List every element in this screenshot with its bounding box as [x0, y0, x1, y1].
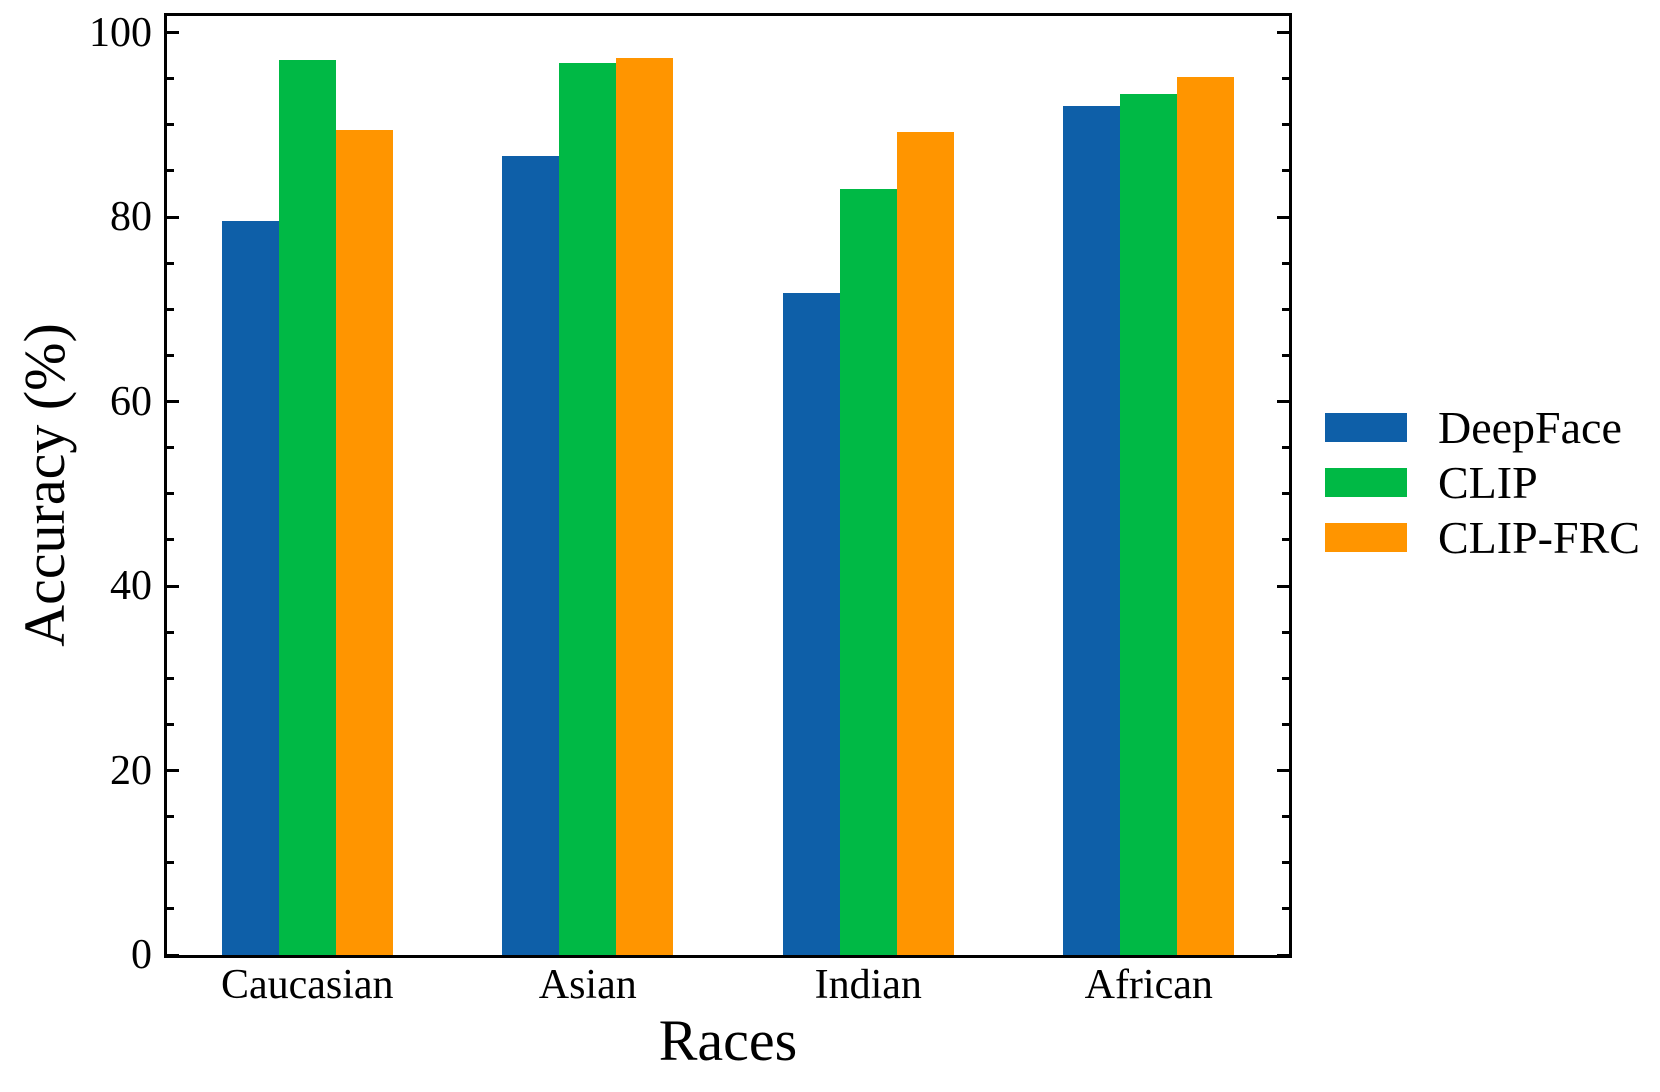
bar-clip-frc-indian [896, 132, 954, 955]
y-minor-tick [167, 169, 174, 173]
y-minor-tick [1282, 446, 1289, 450]
x-tick-label-asian: Asian [538, 962, 637, 1008]
bar-deepface-caucasian [221, 220, 279, 955]
y-major-tick [167, 31, 179, 35]
y-minor-tick [167, 676, 174, 680]
y-minor-tick [167, 77, 174, 81]
legend-swatch-deepface [1325, 413, 1407, 442]
y-minor-tick [167, 861, 174, 865]
y-major-tick [1277, 400, 1289, 404]
y-minor-tick [1282, 353, 1289, 357]
y-minor-tick [167, 722, 174, 726]
legend-label-deepface: DeepFace [1438, 401, 1622, 453]
bar-clip-frc-caucasian [335, 130, 393, 955]
y-minor-tick [167, 261, 174, 265]
legend-row-clip: CLIP [1325, 459, 1640, 505]
y-axis-label: Accuracy (%) [12, 323, 77, 647]
y-tick-label-20: 20 [110, 747, 152, 794]
y-minor-tick [1282, 538, 1289, 542]
y-minor-tick [167, 630, 174, 634]
bar-deepface-indian [782, 292, 840, 955]
x-tick-label-caucasian: Caucasian [220, 962, 394, 1008]
legend-row-clip-frc: CLIP-FRC [1325, 514, 1640, 560]
y-minor-tick [1282, 169, 1289, 173]
y-minor-tick [1282, 261, 1289, 265]
bar-clip-african [1120, 94, 1178, 955]
y-minor-tick [167, 123, 174, 127]
x-axis-label: Races [658, 1008, 798, 1073]
y-minor-tick [1282, 307, 1289, 311]
y-tick-label-0: 0 [131, 932, 152, 978]
y-minor-tick [1282, 630, 1289, 634]
y-major-tick [167, 953, 179, 957]
y-tick-label-40: 40 [110, 563, 152, 610]
y-minor-tick [167, 446, 174, 450]
y-minor-tick [1282, 123, 1289, 127]
y-minor-tick [167, 492, 174, 496]
y-minor-tick [1282, 907, 1289, 911]
x-tick-label-indian: Indian [814, 962, 922, 1008]
y-major-tick [1277, 953, 1289, 957]
legend-swatch-clip-frc [1325, 523, 1407, 552]
y-major-tick [167, 215, 179, 219]
bar-clip-frc-african [1177, 76, 1235, 955]
y-minor-tick [1282, 722, 1289, 726]
y-major-tick [1277, 215, 1289, 219]
bar-clip-indian [839, 188, 897, 955]
y-minor-tick [1282, 492, 1289, 496]
legend: DeepFace CLIP CLIP-FRC [1325, 404, 1640, 578]
legend-label-clip-frc: CLIP-FRC [1438, 511, 1640, 563]
y-major-tick [167, 769, 179, 773]
bar-clip-caucasian [278, 60, 336, 955]
y-minor-tick [167, 538, 174, 542]
y-minor-tick [1282, 815, 1289, 819]
bar-deepface-african [1063, 106, 1121, 955]
y-minor-tick [167, 907, 174, 911]
plot-area [164, 13, 1292, 958]
y-minor-tick [1282, 676, 1289, 680]
y-minor-tick [1282, 861, 1289, 865]
legend-row-deepface: DeepFace [1325, 404, 1640, 450]
bar-deepface-asian [502, 156, 560, 955]
y-major-tick [167, 584, 179, 588]
y-minor-tick [167, 353, 174, 357]
legend-label-clip: CLIP [1438, 456, 1538, 508]
y-tick-label-100: 100 [89, 9, 152, 56]
y-major-tick [167, 400, 179, 404]
y-tick-label-80: 80 [110, 194, 152, 241]
y-major-tick [1277, 584, 1289, 588]
legend-swatch-clip [1325, 468, 1407, 497]
y-major-tick [1277, 769, 1289, 773]
bar-clip-asian [559, 63, 617, 955]
x-tick-label-african: African [1084, 962, 1213, 1008]
y-tick-label-60: 60 [110, 378, 152, 425]
y-major-tick [1277, 31, 1289, 35]
y-minor-tick [1282, 77, 1289, 81]
bar-clip-frc-asian [616, 58, 674, 955]
y-minor-tick [167, 307, 174, 311]
y-minor-tick [167, 815, 174, 819]
